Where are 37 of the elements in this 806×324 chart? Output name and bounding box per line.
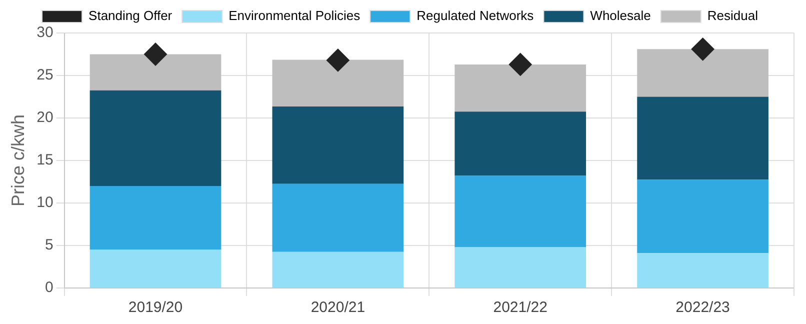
y-tick-label: 5: [44, 236, 54, 254]
bar: [272, 60, 404, 107]
bar: [272, 184, 404, 252]
bar: [272, 106, 404, 184]
bar: [454, 176, 586, 248]
x-tick-label: 2022/23: [676, 299, 730, 316]
bar: [90, 90, 222, 186]
y-tick-label: 0: [44, 279, 54, 296]
legend-label: Standing Offer: [88, 8, 173, 24]
x-tick-label: 2019/20: [128, 299, 183, 316]
bar: [90, 250, 222, 288]
bar: [454, 247, 586, 288]
bar: [454, 64, 586, 112]
y-tick-label: 25: [36, 66, 54, 84]
y-tick-label: 20: [36, 109, 54, 126]
point: [508, 52, 532, 76]
legend-label: Environmental Policies: [228, 8, 361, 24]
bar: [637, 253, 768, 288]
x-tick-label: 2021/22: [493, 299, 548, 316]
y-axis-title: Price c/kwh: [8, 114, 28, 207]
bar: [90, 54, 222, 90]
x-tick-label: 2020/21: [310, 299, 366, 316]
legend-label: Wholesale: [590, 8, 651, 24]
point: [691, 38, 714, 61]
point: [326, 48, 350, 72]
legend-label: Residual: [707, 8, 758, 24]
point: [144, 42, 167, 66]
bar: [454, 112, 586, 176]
bar: [637, 96, 768, 180]
y-tick-label: 15: [36, 152, 54, 169]
legend-label: Regulated Networks: [416, 8, 534, 24]
y-tick-label: 30: [36, 24, 54, 42]
y-tick-label: 10: [36, 194, 54, 212]
bar: [90, 186, 222, 250]
bar: [637, 180, 768, 254]
bar: [272, 252, 404, 288]
bar: [637, 49, 768, 97]
